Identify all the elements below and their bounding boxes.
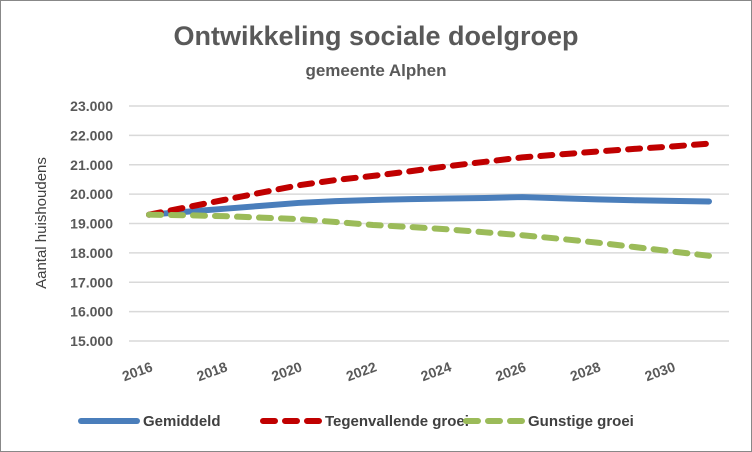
series-line-gunstige-groei [146,211,712,259]
y-tick-label: 16.000 [70,304,113,320]
series-line-tegenvallende-groei [146,140,712,218]
chart-subtitle: gemeente Alphen [305,61,447,80]
y-tick-label: 19.000 [70,216,113,232]
x-tick-label: 2024 [419,358,454,384]
x-tick-label: 2016 [120,358,155,384]
y-axis-label: Aantal huishoudens [33,157,50,289]
x-tick-label: 2018 [195,358,230,384]
y-tick-label: 18.000 [70,245,113,261]
series-line-gemiddeld [146,194,712,218]
y-tick-label: 15.000 [70,333,113,349]
y-tick-label: 22.000 [70,127,113,143]
legend-label: Gemiddeld [143,413,221,430]
x-tick-label: 2020 [269,358,304,384]
y-tick-label: 20.000 [70,186,113,202]
y-tick-label: 23.000 [70,98,113,114]
x-tick-label: 2022 [344,358,379,384]
x-tick-label: 2030 [643,358,678,384]
y-tick-label: 17.000 [70,274,113,290]
legend-label: Gunstige groei [528,413,634,430]
legend-label: Tegenvallende groei [325,413,469,430]
chart-title: Ontwikkeling sociale doelgroep [173,21,579,51]
y-tick-label: 21.000 [70,157,113,173]
x-tick-label: 2026 [493,358,528,384]
x-tick-label: 2028 [568,358,603,384]
